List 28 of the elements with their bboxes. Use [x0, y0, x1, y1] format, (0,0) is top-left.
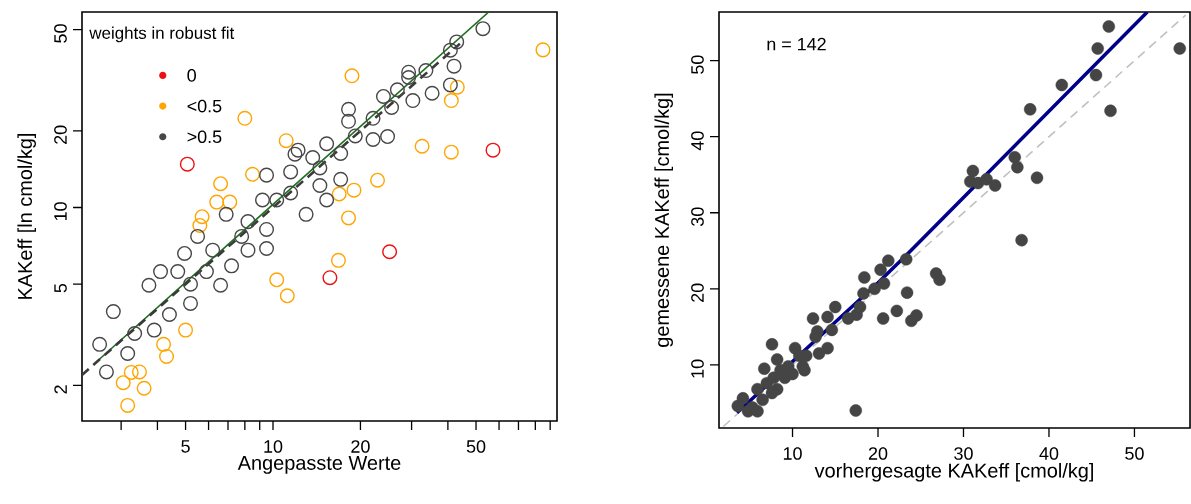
- legend-label: >0.5: [187, 130, 222, 144]
- x-axis-title: Angepasste Werte: [237, 456, 401, 474]
- x-tick-label: 10: [783, 447, 802, 460]
- y-tick-label: 30: [691, 207, 704, 227]
- legend-label: 0: [187, 69, 196, 82]
- legend-title: weights in robust fit: [89, 26, 235, 43]
- x-tick-label: 50: [466, 440, 486, 453]
- x-tick-label: 20: [351, 440, 370, 453]
- annotation: n = 142: [767, 37, 826, 51]
- y-axis-title: gemessene KAKeff [cmol/kg]: [654, 93, 673, 347]
- legend-label: <0.5: [187, 99, 222, 113]
- y-tick-label: 50: [54, 24, 67, 43]
- x-tick-label: 20: [868, 447, 888, 460]
- x-axis-title: vorhergesagte KAKeff [cmol/kg]: [814, 463, 1093, 482]
- x-tick-label: 50: [1125, 447, 1144, 460]
- y-tick-label: 10: [691, 359, 704, 378]
- y-axis-title: KAKeff [ln cmol/kg]: [17, 133, 36, 299]
- x-tick-label: 40: [1039, 447, 1059, 460]
- x-tick-label: 5: [181, 440, 190, 453]
- x-tick-label: 10: [264, 440, 283, 453]
- y-tick-label: 20: [54, 125, 67, 144]
- y-tick-label: 10: [54, 202, 67, 221]
- x-tick-label: 30: [954, 447, 973, 460]
- y-tick-label: 2: [54, 385, 67, 394]
- y-tick-label: 20: [691, 283, 704, 302]
- y-tick-label: 40: [691, 131, 704, 151]
- y-tick-label: 5: [54, 283, 67, 293]
- y-tick-label: 50: [691, 55, 704, 74]
